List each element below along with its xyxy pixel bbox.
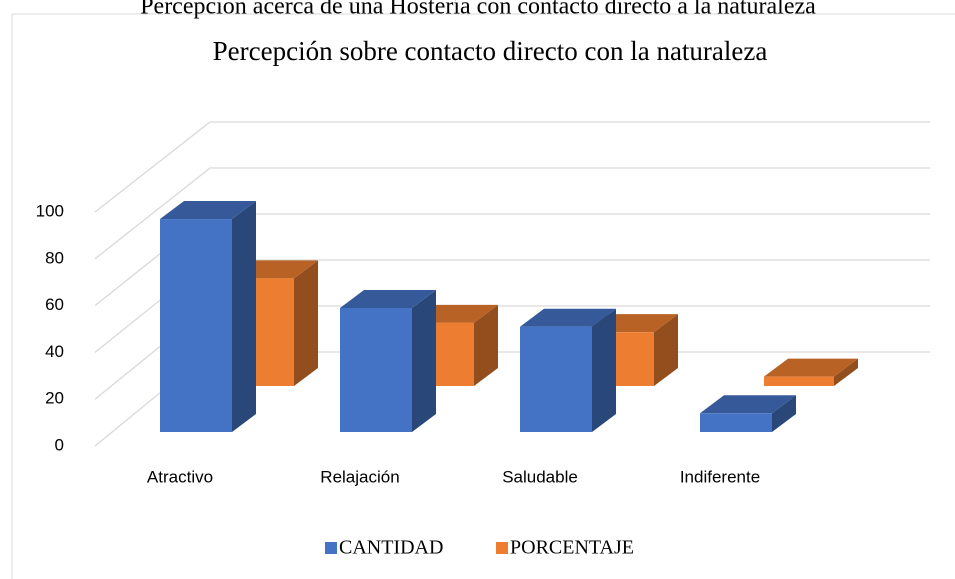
bar-front bbox=[700, 413, 772, 432]
bar-side bbox=[294, 260, 318, 386]
bar-side bbox=[834, 358, 858, 386]
bar-front bbox=[520, 326, 592, 432]
chart-frame bbox=[11, 13, 955, 579]
y-tick-label: 80 bbox=[45, 248, 64, 267]
bar bbox=[340, 289, 436, 432]
x-tick-label: Atractivo bbox=[147, 467, 213, 486]
x-tick-label: Indiferente bbox=[680, 467, 760, 486]
bar bbox=[700, 395, 796, 432]
y-tick-label: 20 bbox=[45, 389, 64, 408]
grid-line bbox=[94, 167, 930, 260]
bar-front bbox=[340, 307, 412, 432]
x-tick-label: Relajación bbox=[320, 467, 399, 486]
x-tick-label: Saludable bbox=[502, 467, 578, 486]
caption: Percepción acerca de una Hostería con co… bbox=[140, 0, 816, 20]
bar bbox=[160, 201, 256, 432]
y-tick-label: 100 bbox=[36, 201, 64, 220]
legend-swatch bbox=[325, 542, 337, 554]
y-tick-label: 60 bbox=[45, 295, 64, 314]
bar-top bbox=[160, 201, 256, 220]
bar-top bbox=[764, 358, 858, 377]
bar-top bbox=[700, 395, 796, 414]
bar-front bbox=[160, 219, 232, 432]
bar-side bbox=[592, 308, 616, 432]
bar-front bbox=[764, 376, 834, 386]
legend-swatch bbox=[496, 542, 508, 554]
y-tick-label: 0 bbox=[55, 435, 64, 454]
bar-side bbox=[654, 314, 678, 386]
bar-side bbox=[474, 304, 498, 386]
grid-line bbox=[94, 121, 930, 213]
bar-side bbox=[772, 395, 796, 432]
bar-top bbox=[520, 308, 616, 327]
bar-side bbox=[412, 289, 436, 432]
bar bbox=[764, 358, 858, 386]
legend-label: CANTIDAD bbox=[339, 537, 443, 559]
y-tick-label: 40 bbox=[45, 342, 64, 361]
bar-top bbox=[340, 289, 436, 308]
bar bbox=[520, 308, 616, 432]
chart-title: Percepción sobre contacto directo con la… bbox=[213, 36, 768, 66]
legend-label: PORCENTAJE bbox=[510, 537, 634, 559]
bar-side bbox=[232, 201, 256, 432]
